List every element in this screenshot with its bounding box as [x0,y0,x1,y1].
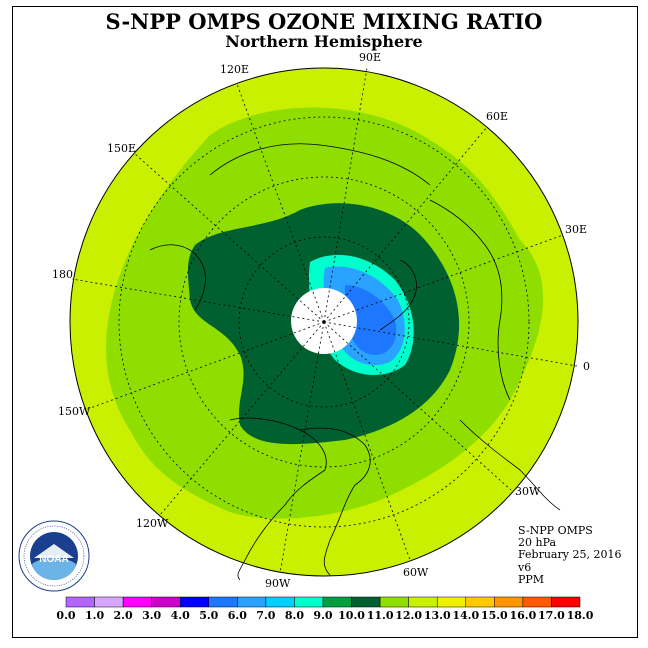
color-scale-label: 12.0 [395,609,423,622]
color-scale-swatch [179,596,210,608]
color-scale-label: 10.0 [338,609,365,622]
color-scale-swatch [408,596,438,608]
color-scale-label: 11.0 [366,609,394,622]
lon-label-150e: 150E [107,142,137,155]
map-subtitle: Northern Hemisphere [225,32,423,51]
lon-label-60w: 60W [403,566,429,579]
coastline-europe [429,199,511,401]
color-scale-label: 9.0 [313,609,333,622]
color-scale-swatch [237,596,267,608]
color-scale-swatch [436,596,467,608]
meridian-120e [236,83,325,323]
lon-label-0: 0 [583,360,590,373]
color-scale-swatch [122,596,152,608]
coastline-north-america-east [299,427,371,576]
color-scale-label: 6.0 [227,609,247,622]
color-scale-swatch [322,596,352,608]
color-scale-label: 15.0 [480,609,508,622]
color-scale-swatch [208,596,238,608]
lon-label-60e: 60E [486,110,509,123]
lon-label-180: 180 [52,268,73,281]
color-scale-label: 7.0 [256,609,276,622]
color-scale-swatch [151,596,181,608]
lon-label-90e: 90E [359,51,382,64]
meridian-150e [134,153,325,323]
info-instrument: S-NPP OMPS [518,524,593,537]
color-scale-label: 8.0 [284,609,304,622]
lon-label-150w: 150W [58,405,91,418]
color-scale-swatch [551,596,581,608]
coastline-bering [149,244,206,311]
latitude-circle-30n [118,116,530,528]
lon-label-90w: 90W [265,577,291,590]
color-scale-label: 1.0 [84,609,105,622]
ozone-band-5ppm [345,285,397,355]
lon-label-120w: 120W [136,517,169,530]
color-scale-label: 18.0 [566,609,594,622]
color-scale-label: 2.0 [113,609,133,622]
color-scale-bar [65,596,581,608]
color-scale-swatch [465,596,495,608]
graticule [71,67,578,574]
map-title: S-NPP OMPS OZONE MIXING RATIO [105,9,543,34]
info-date: February 25, 2016 [518,548,622,562]
color-scale-label: 16.0 [509,609,537,622]
color-scale-swatch [65,596,95,608]
color-scale-label: 14.0 [452,609,480,622]
figure-frame [12,6,638,638]
info-level: 20 hPa [518,536,557,550]
color-scale-label: 17.0 [538,609,565,622]
color-scale-label: 0.0 [56,609,76,622]
lon-label-120e: 120E [220,63,250,76]
noaa-logo-text: NOAA [39,554,68,565]
color-scale-label: 13.0 [423,609,451,622]
latitude-circle-60n [238,236,410,408]
coastline-africa [459,419,561,511]
color-scale-label: 5.0 [199,609,219,622]
map-boundary [69,67,579,577]
latitude-circle-45n [178,176,470,468]
meridian-30w [323,321,512,491]
coastline-north-america-west [229,417,327,581]
color-scale-swatch [265,596,295,608]
coastline-greenland [379,259,417,331]
color-scale-label: 3.0 [142,609,162,622]
color-scale-swatch [294,596,324,608]
noaa-logo-icon: NOAA [18,520,90,592]
meridian-60w [323,321,411,561]
info-units: PPM [518,572,545,586]
color-scale-swatch [379,596,409,608]
ozone-band-11ppm-part [118,333,180,384]
meridian-30e [323,234,564,323]
coastlines [149,143,561,581]
color-scale-swatch [94,596,124,608]
lon-label-30e: 30E [565,223,588,236]
lon-label-30w: 30W [515,485,541,498]
color-scale-swatch [351,596,381,608]
info-version: v6 [518,560,532,574]
color-scale-label: 4.0 [170,609,190,622]
meridian-60e [323,126,488,323]
color-scale-swatch [522,596,552,608]
color-scale-swatch [494,596,524,608]
product-info: S-NPP OMPS 20 hPa February 25, 2016 v6 P… [518,524,622,586]
coastline-asia-north [209,143,431,186]
meridian-120w [159,321,325,516]
